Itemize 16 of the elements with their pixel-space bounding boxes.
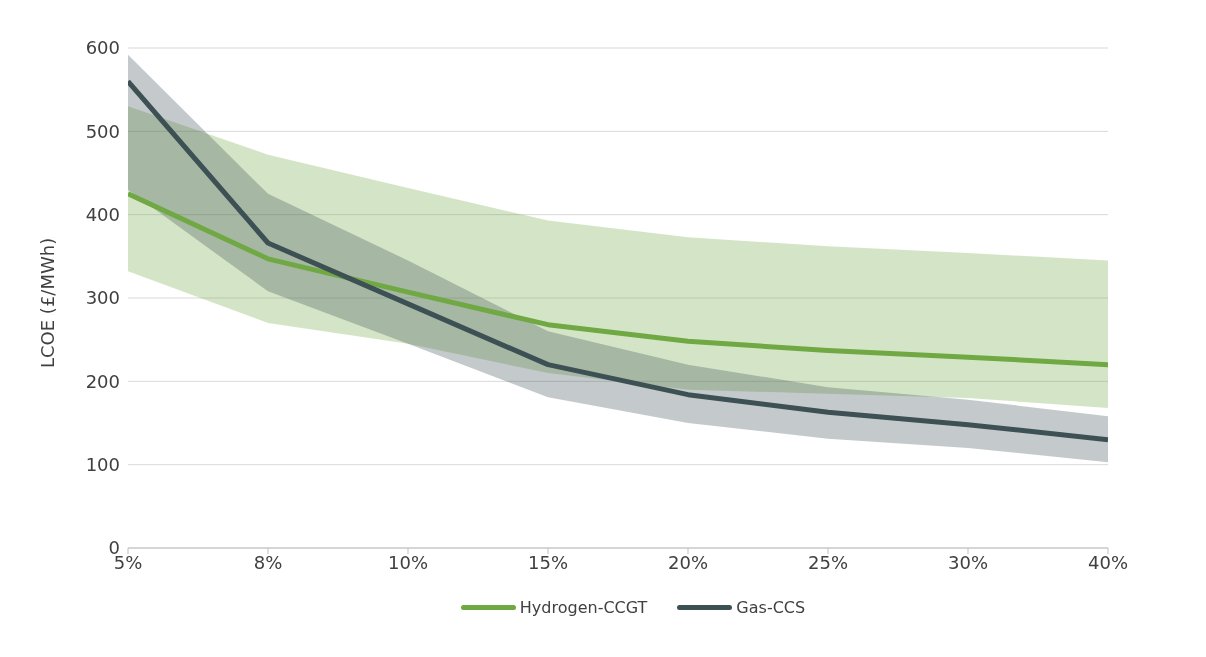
y-tick-label: 600 — [85, 37, 120, 59]
legend-label: Gas-CCS — [736, 598, 806, 617]
y-tick-label: 100 — [85, 454, 120, 476]
x-tick-label: 40% — [1087, 551, 1129, 573]
y-tick-label: 400 — [85, 204, 120, 226]
y-axis-title: LCOE (£/MWh) — [37, 237, 59, 368]
x-tick-label: 20% — [667, 551, 709, 573]
y-tick-label: 300 — [85, 287, 120, 309]
x-tick-label: 15% — [527, 551, 569, 573]
legend-label: Hydrogen-CCGT — [519, 598, 648, 617]
x-tick-label: 25% — [807, 551, 849, 573]
x-tick-label: 8% — [253, 551, 283, 573]
x-tick-label: 30% — [947, 551, 989, 573]
y-tick-label: 500 — [85, 120, 120, 142]
y-tick-label: 200 — [85, 370, 120, 392]
x-tick-label: 10% — [387, 551, 429, 573]
